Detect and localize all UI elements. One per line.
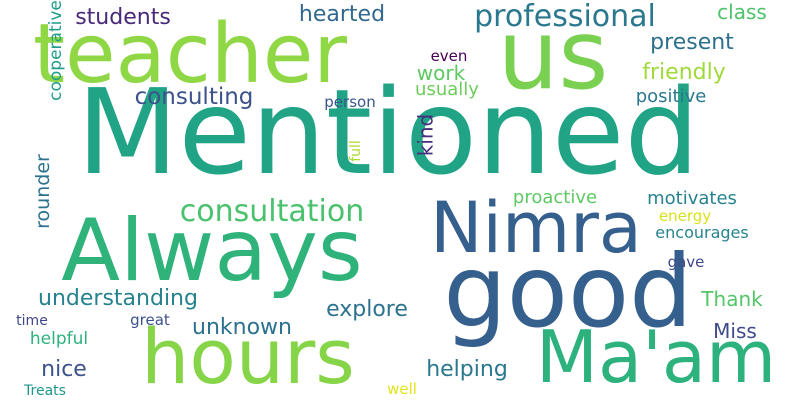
word-maam: Ma'am — [535, 315, 777, 399]
word-full: full — [347, 140, 364, 162]
word-positive: positive — [635, 86, 707, 107]
word-great: great — [130, 310, 170, 329]
word-explore: explore — [326, 297, 408, 322]
word-hearted: hearted — [298, 2, 386, 27]
word-students: students — [75, 5, 171, 30]
word-understanding: understanding — [38, 286, 198, 311]
word-time: time — [16, 313, 48, 329]
word-consultation: consultation — [179, 194, 365, 229]
word-energy: energy — [658, 206, 712, 225]
word-treats: Treats — [24, 383, 66, 399]
word-us: us — [497, 0, 609, 111]
word-helping: helping — [426, 357, 508, 382]
word-good: good — [443, 233, 693, 350]
word-even: even — [430, 46, 468, 65]
word-encourages: encourages — [655, 223, 749, 242]
word-work: work — [416, 61, 466, 85]
word-teacher: teacher — [32, 7, 348, 102]
word-gave: gave — [667, 252, 705, 271]
word-helpful: helpful — [29, 328, 89, 349]
word-miss: Miss — [713, 319, 757, 343]
word-usually: usually — [415, 79, 479, 100]
word-class: class — [717, 0, 767, 24]
word-nice: nice — [41, 357, 87, 382]
word-rounder: rounder — [31, 153, 54, 229]
word-person: person — [324, 92, 376, 111]
word-mentioned: Mentioned — [76, 63, 700, 201]
word-nimra: Nimra — [430, 187, 642, 269]
word-consulting: consulting — [134, 83, 254, 110]
word-well: well — [387, 379, 417, 398]
word-hours: hours — [141, 312, 355, 400]
word-friendly: friendly — [642, 60, 726, 85]
word-cooperative: cooperative — [45, 0, 66, 101]
word-present: present — [650, 30, 734, 55]
word-motivates: motivates — [647, 188, 737, 209]
word-proactive: proactive — [512, 187, 598, 208]
word-unknown: unknown — [192, 315, 292, 340]
word-always: Always — [61, 201, 363, 301]
word-kind: kind — [413, 113, 438, 156]
word-thank: Thank — [701, 287, 763, 311]
word-professional: professional — [474, 0, 656, 34]
